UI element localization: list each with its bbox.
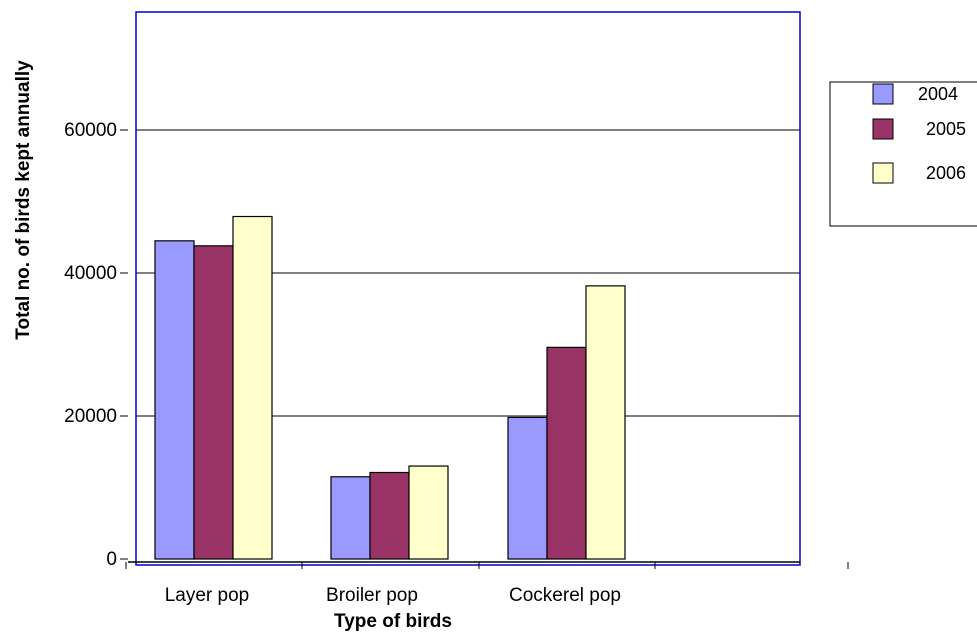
legend-items: 2004 2005 2006 [872, 83, 966, 184]
x-tick-label: Layer pop [165, 585, 250, 606]
bars [154, 215, 626, 560]
x-axis-title: Type of birds [334, 611, 452, 632]
y-tick-label: 0 [106, 549, 117, 570]
bar-2006-broiler-pop [408, 465, 449, 560]
legend-swatch-2004 [872, 83, 894, 105]
x-tick-label: Broiler pop [326, 585, 418, 606]
legend-swatch-2006 [872, 162, 894, 184]
bar-2006-layer-pop [232, 215, 273, 560]
legend-swatch-2005 [872, 118, 894, 140]
bar-2005-layer-pop [193, 245, 234, 560]
y-tick-label: 40000 [64, 263, 117, 284]
legend-label-2005: 2005 [926, 119, 966, 139]
legend: 2004 2005 2006 [829, 81, 977, 227]
legend-label-2004: 2004 [918, 84, 958, 104]
y-tick-label: 20000 [64, 406, 117, 427]
bar-2005-cockerel-pop [546, 346, 587, 560]
legend-label-2006: 2006 [926, 163, 966, 183]
bar-2004-broiler-pop [330, 476, 371, 560]
y-axis-title: Total no. of birds kept annually [13, 60, 34, 340]
y-tick-label: 60000 [64, 120, 117, 141]
bar-2006-cockerel-pop [585, 285, 626, 560]
bar-2004-cockerel-pop [507, 416, 548, 560]
y-axis: 0 20000 40000 60000 [64, 120, 800, 570]
plot-area-border [135, 11, 801, 566]
x-axis: Layer pop Broiler pop Cockerel pop [125, 562, 849, 606]
bar-2004-layer-pop [154, 240, 195, 560]
x-tick-label: Cockerel pop [509, 585, 621, 606]
bar-2005-broiler-pop [369, 471, 410, 560]
legend-box [829, 81, 977, 227]
